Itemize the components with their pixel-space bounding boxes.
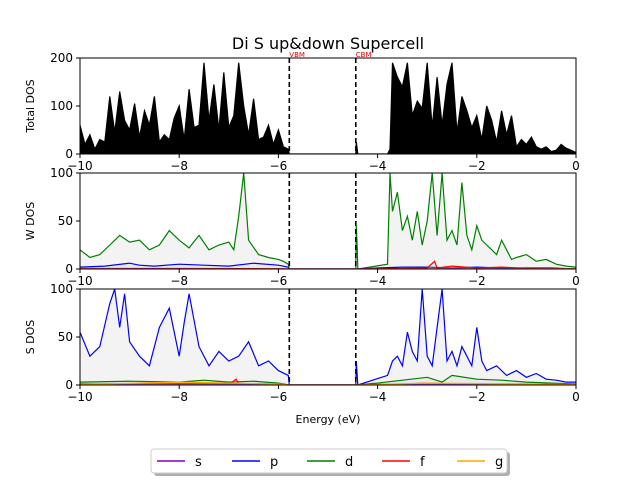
x-tick-label-total: 0 — [572, 159, 580, 173]
fill-total — [80, 62, 576, 154]
x-tick-label-W: −4 — [369, 274, 387, 288]
y-tick-label-W: 0 — [65, 262, 73, 276]
y-tick-label-W: 50 — [58, 214, 73, 228]
series-S-p — [80, 289, 576, 385]
y-axis-label-W: W DOS — [24, 202, 37, 241]
fill-W-f — [80, 261, 576, 269]
x-tick-label-total: −6 — [270, 159, 288, 173]
x-tick-label-S: −8 — [170, 390, 188, 404]
vbm-label: VBM — [289, 51, 305, 59]
fill-S-p — [80, 289, 576, 385]
x-tick-label-total: −10 — [67, 159, 92, 173]
x-tick-label-W: −10 — [67, 274, 92, 288]
x-tick-label-total: −2 — [468, 159, 486, 173]
y-tick-label-total: 200 — [50, 51, 73, 65]
x-tick-label-S: −4 — [369, 390, 387, 404]
legend-label-d: d — [345, 455, 353, 470]
x-tick-label-W: 0 — [572, 274, 580, 288]
x-tick-label-S: −6 — [270, 390, 288, 404]
x-axis-label: Energy (eV) — [296, 413, 361, 426]
series-S-d — [80, 374, 576, 385]
fill-W-d — [80, 173, 576, 269]
x-tick-label-total: −4 — [369, 159, 387, 173]
series-total-total — [80, 62, 576, 154]
legend-label-s: s — [195, 455, 202, 470]
y-tick-label-total: 0 — [65, 147, 73, 161]
x-tick-label-total: −8 — [170, 159, 188, 173]
x-tick-label-W: −2 — [468, 274, 486, 288]
fill-W-p — [80, 263, 576, 269]
y-tick-label-W: 100 — [50, 166, 73, 180]
plot-area-total — [80, 62, 576, 154]
series-W-d — [80, 173, 576, 269]
y-axis-label-S: S DOS — [24, 320, 37, 355]
legend-label-g: g — [495, 455, 503, 470]
y-axis-label-total: Total DOS — [24, 79, 37, 133]
legend-label-p: p — [270, 455, 278, 470]
panel-W: −10 −8 −6 −4 −2 0 0 50 100 W DOS — [24, 166, 580, 288]
y-tick-label-total: 100 — [50, 99, 73, 113]
panel-total: VBM CBM −10 −8 −6 −4 −2 0 0 100 200 Total DOS — [24, 51, 580, 173]
y-tick-label-S: 50 — [58, 330, 73, 344]
x-tick-label-S: −2 — [468, 390, 486, 404]
x-tick-label-W: −6 — [270, 274, 288, 288]
x-tick-label-S: −10 — [67, 390, 92, 404]
figure-title: Di S up&down Supercell — [232, 34, 424, 53]
x-tick-label-S: 0 — [572, 390, 580, 404]
y-tick-label-S: 0 — [65, 378, 73, 392]
cbm-label: CBM — [356, 51, 372, 59]
plot-area-S — [80, 289, 576, 385]
panel-S: −10 −8 −6 −4 −2 0 0 50 100 S DOS — [24, 282, 580, 404]
y-tick-label-S: 100 — [50, 282, 73, 296]
x-tick-label-W: −8 — [170, 274, 188, 288]
legend-label-f: f — [420, 455, 425, 470]
series-S-g — [80, 381, 576, 385]
plot-area-W — [80, 173, 576, 269]
